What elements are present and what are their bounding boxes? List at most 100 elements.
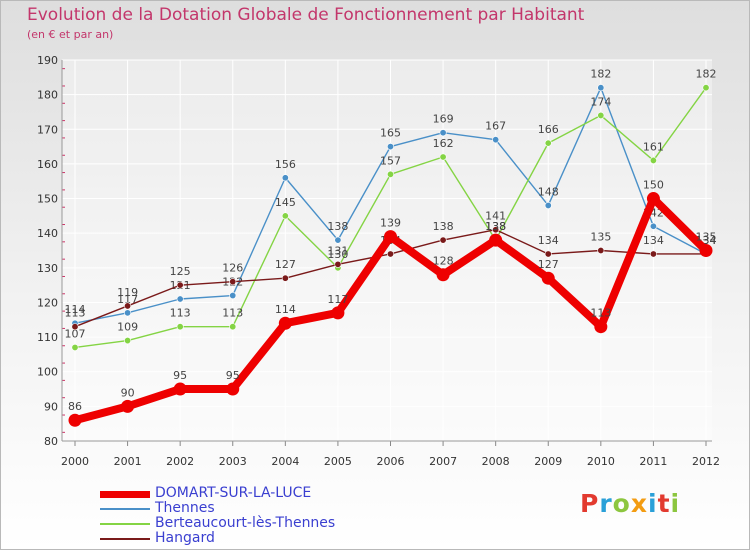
data-point — [229, 323, 237, 331]
data-point — [492, 226, 500, 234]
data-point — [386, 143, 394, 151]
y-tick-label: 140 — [37, 227, 58, 240]
y-tick-label: 120 — [37, 296, 58, 309]
data-label: 162 — [433, 137, 454, 150]
data-point — [544, 201, 552, 209]
y-tick-label: 150 — [37, 193, 58, 206]
legend-swatch — [100, 508, 150, 510]
data-point — [278, 316, 292, 330]
data-point — [544, 139, 552, 147]
proxiti-logo: Proxiti — [580, 489, 680, 518]
data-point — [386, 250, 394, 258]
y-tick-label: 170 — [37, 123, 58, 136]
data-label: 125 — [170, 265, 191, 278]
data-label: 174 — [590, 95, 611, 108]
data-label: 156 — [275, 158, 296, 171]
data-label: 134 — [643, 234, 664, 247]
logo-letter: o — [612, 489, 631, 518]
data-label: 128 — [433, 255, 454, 268]
x-tick-label: 2006 — [377, 455, 405, 468]
data-label: 113 — [170, 307, 191, 320]
data-point — [334, 260, 342, 268]
data-point — [334, 236, 342, 244]
plot-background — [62, 60, 712, 441]
data-label: 127 — [538, 258, 559, 271]
data-label: 166 — [538, 123, 559, 136]
legend-label: Hangard — [155, 530, 215, 546]
data-point — [71, 343, 79, 351]
logo-letter: x — [630, 489, 648, 518]
data-label: 148 — [538, 185, 559, 198]
data-label: 113 — [65, 307, 86, 320]
x-tick-label: 2007 — [429, 455, 457, 468]
data-point — [489, 233, 503, 247]
data-point — [71, 323, 79, 331]
data-label: 139 — [380, 217, 401, 230]
chart-title: Evolution de la Dotation Globale de Fonc… — [27, 5, 585, 25]
data-label: 165 — [380, 127, 401, 140]
data-point — [229, 278, 237, 286]
data-point — [436, 268, 450, 282]
x-tick-label: 2003 — [219, 455, 247, 468]
legend-label: Berteaucourt-lès-Thennes — [155, 515, 336, 531]
data-point — [124, 337, 132, 345]
data-label: 130 — [327, 248, 348, 261]
data-label: 150 — [643, 179, 664, 192]
x-tick-label: 2009 — [534, 455, 562, 468]
data-label: 135 — [590, 231, 611, 244]
data-point — [649, 222, 657, 230]
data-point — [594, 320, 608, 334]
data-label: 113 — [222, 307, 243, 320]
data-point — [649, 250, 657, 258]
data-point — [386, 170, 394, 178]
legend-label: Thennes — [155, 500, 215, 516]
x-tick-label: 2008 — [482, 455, 510, 468]
y-tick-label: 130 — [37, 262, 58, 275]
x-tick-label: 2005 — [324, 455, 352, 468]
data-point — [124, 302, 132, 310]
data-label: 90 — [121, 386, 135, 399]
data-label: 117 — [117, 293, 138, 306]
data-point — [68, 413, 82, 427]
legend-swatch — [100, 491, 150, 498]
x-tick-label: 2011 — [639, 455, 667, 468]
data-label: 138 — [327, 220, 348, 233]
data-point — [229, 292, 237, 300]
data-label: 169 — [433, 113, 454, 126]
data-point — [281, 274, 289, 282]
data-point — [544, 250, 552, 258]
data-point — [281, 174, 289, 182]
logo-letter: t — [657, 489, 671, 518]
data-label: 141 — [485, 210, 506, 223]
data-label: 109 — [117, 321, 138, 334]
data-point — [439, 236, 447, 244]
data-label: 114 — [275, 303, 296, 316]
logo-letter: r — [599, 489, 613, 518]
data-point — [384, 230, 397, 244]
legend-swatch — [100, 523, 150, 525]
data-point — [492, 136, 500, 144]
data-point — [331, 306, 345, 320]
data-label: 138 — [433, 220, 454, 233]
chart-subtitle: (en € et par an) — [27, 28, 114, 41]
data-label: 126 — [222, 262, 243, 275]
data-label: 138 — [485, 220, 506, 233]
legend-swatch — [100, 538, 150, 540]
data-point — [176, 323, 184, 331]
y-tick-label: 180 — [37, 89, 58, 102]
data-point — [176, 281, 184, 289]
data-label: 127 — [275, 258, 296, 271]
y-tick-label: 90 — [44, 400, 58, 413]
data-point — [173, 382, 187, 396]
logo-letter: P — [580, 489, 600, 518]
y-tick-label: 190 — [37, 54, 58, 67]
data-label: 117 — [327, 293, 348, 306]
x-tick-label: 2004 — [271, 455, 299, 468]
data-label: 95 — [226, 369, 240, 382]
data-point — [124, 309, 132, 317]
x-tick-label: 2000 — [61, 455, 89, 468]
legend-label: DOMART-SUR-LA-LUCE — [155, 485, 312, 501]
data-point — [597, 111, 605, 119]
data-label: 134 — [538, 234, 559, 247]
